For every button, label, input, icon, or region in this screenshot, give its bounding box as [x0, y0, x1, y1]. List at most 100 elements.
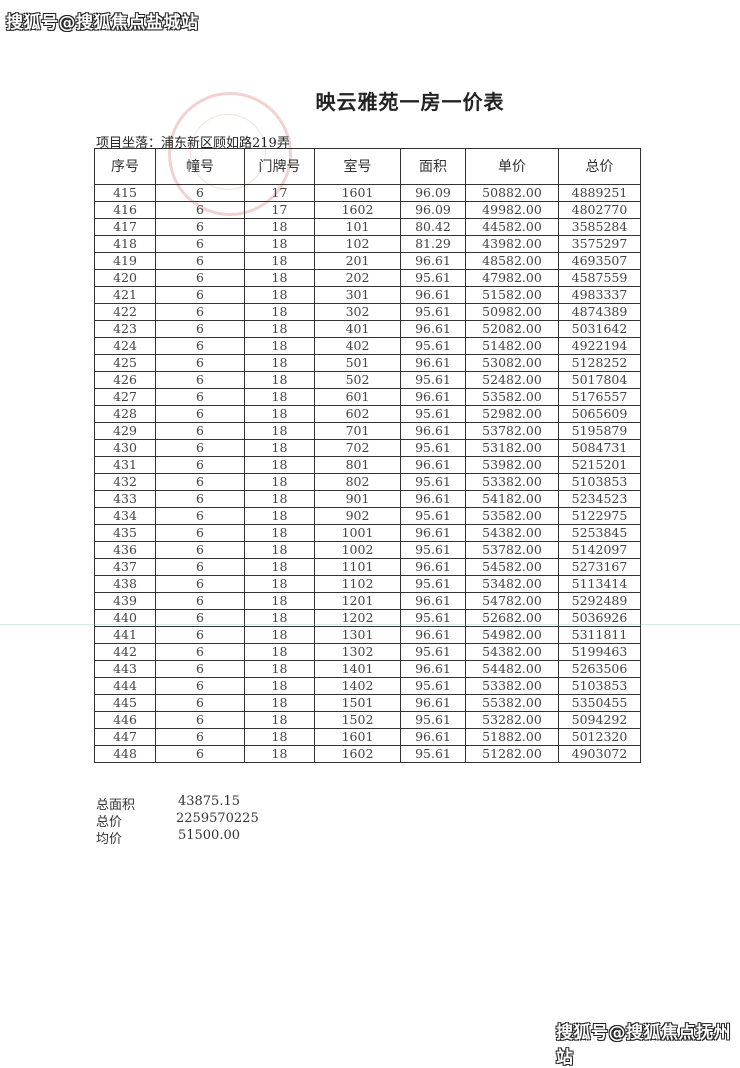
table-cell: 18: [244, 711, 315, 729]
summary-value: 43875.15: [177, 794, 240, 809]
table-cell: 18: [244, 320, 315, 338]
table-cell: 902: [314, 507, 401, 525]
column-header: 室号: [314, 148, 401, 185]
table-cell: 1101: [314, 558, 401, 576]
table-cell: 5017804: [558, 371, 641, 389]
table-cell: 401: [314, 320, 401, 338]
page-title: 映云雅苑一房一价表: [315, 90, 505, 114]
column-header: 门牌号: [244, 148, 315, 185]
table-cell: 5128252: [558, 354, 641, 372]
table-cell: 96.61: [400, 320, 466, 338]
table-cell: 427: [94, 388, 156, 406]
table-row: 427 6 18 601 96.61 53582.00 5176557: [94, 388, 641, 406]
table-cell: 53982.00: [465, 456, 559, 474]
table-row: 428 6 18 602 95.61 52982.00 5065609: [94, 405, 641, 423]
table-cell: 302: [314, 303, 401, 321]
table-cell: 6: [155, 371, 245, 389]
table-cell: 95.61: [400, 609, 466, 627]
table-cell: 442: [94, 643, 156, 661]
table-cell: 96.61: [400, 388, 466, 406]
table-cell: 54982.00: [465, 626, 559, 644]
table-cell: 426: [94, 371, 156, 389]
table-row: 429 6 18 701 96.61 53782.00 5195879: [94, 422, 641, 440]
table-cell: 18: [244, 626, 315, 644]
table-cell: 96.61: [400, 524, 466, 542]
table-cell: 50882.00: [465, 184, 559, 202]
table-cell: 6: [155, 439, 245, 457]
table-cell: 6: [155, 337, 245, 355]
table-cell: 5311811: [558, 626, 641, 644]
table-row: 438 6 18 1102 95.61 53482.00 5113414: [94, 575, 641, 593]
table-cell: 5113414: [558, 575, 641, 593]
table-cell: 421: [94, 286, 156, 304]
summary-value: 2259570225: [176, 811, 259, 826]
table-row: 441 6 18 1301 96.61 54982.00 5311811: [94, 626, 641, 644]
table-row: 433 6 18 901 96.61 54182.00 5234523: [94, 490, 641, 508]
table-cell: 1401: [314, 660, 401, 678]
table-cell: 6: [155, 303, 245, 321]
summary-row: 均价 51500.00: [96, 828, 240, 847]
table-cell: 95.61: [400, 473, 466, 491]
table-cell: 4802770: [558, 201, 641, 219]
table-cell: 18: [244, 541, 315, 559]
table-cell: 428: [94, 405, 156, 423]
table-cell: 18: [244, 490, 315, 508]
table-cell: 4693507: [558, 252, 641, 270]
table-cell: 5094292: [558, 711, 641, 729]
table-cell: 96.61: [400, 422, 466, 440]
table-cell: 1002: [314, 541, 401, 559]
column-header: 单价: [465, 148, 559, 185]
table-cell: 6: [155, 728, 245, 746]
table-cell: 202: [314, 269, 401, 287]
table-cell: 6: [155, 745, 245, 763]
table-cell: 95.61: [400, 745, 466, 763]
watermark-bottom: 搜狐号@搜狐焦点抚州站: [556, 1023, 731, 1068]
table-cell: 416: [94, 201, 156, 219]
table-cell: 18: [244, 405, 315, 423]
table-cell: 95.61: [400, 303, 466, 321]
table-cell: 18: [244, 507, 315, 525]
table-row: 426 6 18 502 95.61 52482.00 5017804: [94, 371, 641, 389]
table-cell: 6: [155, 643, 245, 661]
table-cell: 6: [155, 694, 245, 712]
table-cell: 441: [94, 626, 156, 644]
table-cell: 417: [94, 218, 156, 236]
scan-artifact-line: [0, 624, 740, 625]
table-cell: 1102: [314, 575, 401, 593]
table-cell: 49982.00: [465, 201, 559, 219]
column-header: 面积: [400, 148, 466, 185]
table-cell: 18: [244, 524, 315, 542]
table-cell: 95.61: [400, 507, 466, 525]
table-cell: 425: [94, 354, 156, 372]
table-cell: 6: [155, 575, 245, 593]
table-row: 442 6 18 1302 95.61 54382.00 5199463: [94, 643, 641, 661]
table-cell: 420: [94, 269, 156, 287]
table-cell: 101: [314, 218, 401, 236]
table-cell: 95.61: [400, 269, 466, 287]
summary-value: 51500.00: [177, 828, 240, 843]
summary-row: 总面积 43875.15: [96, 794, 240, 813]
table-cell: 301: [314, 286, 401, 304]
table-cell: 5253845: [558, 524, 641, 542]
table-cell: 6: [155, 456, 245, 474]
table-cell: 1302: [314, 643, 401, 661]
table-cell: 6: [155, 558, 245, 576]
table-row: 435 6 18 1001 96.61 54382.00 5253845: [94, 524, 641, 542]
table-cell: 18: [244, 303, 315, 321]
table-cell: 51482.00: [465, 337, 559, 355]
table-cell: 5103853: [558, 473, 641, 491]
table-cell: 429: [94, 422, 156, 440]
table-cell: 96.61: [400, 252, 466, 270]
table-cell: 1201: [314, 592, 401, 610]
table-cell: 430: [94, 439, 156, 457]
table-cell: 18: [244, 218, 315, 236]
table-cell: 18: [244, 337, 315, 355]
table-row: 415 6 17 1601 96.09 50882.00 4889251: [94, 184, 641, 202]
table-row: 446 6 18 1502 95.61 53282.00 5094292: [94, 711, 641, 729]
table-cell: 80.42: [400, 218, 466, 236]
table-cell: 96.61: [400, 286, 466, 304]
price-table: 序号 幢号 门牌号 室号 面积 单价 总价 415 6 17 1601 96.09 50882.00 4…: [94, 148, 641, 763]
table-cell: 402: [314, 337, 401, 355]
table-cell: 6: [155, 711, 245, 729]
table-cell: 1402: [314, 677, 401, 695]
